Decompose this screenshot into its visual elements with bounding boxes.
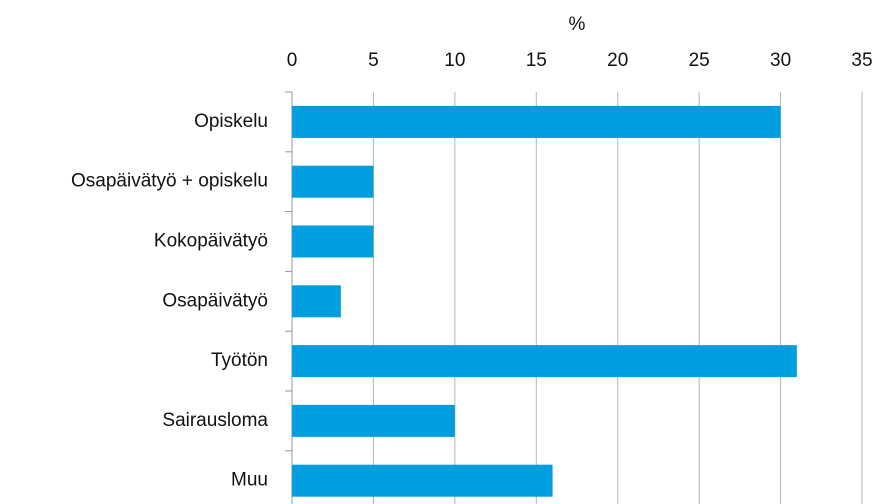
bar [292,165,374,198]
y-tick-label: Osapäivätyö [162,290,268,311]
bar [292,345,797,378]
y-tick-label: Sairausloma [162,410,268,431]
bar [292,225,374,258]
y-tick-label: Työtön [211,350,268,371]
x-tick-label: 30 [770,50,791,71]
axis-label: % [569,14,586,35]
x-tick-label: 20 [607,50,628,71]
x-tick-label: 15 [526,50,547,71]
y-tick-label: Kokopäivätyö [154,231,268,252]
y-tick-label: Osapäivätyö + opiskelu [71,171,268,192]
x-tick-label: 5 [368,50,379,71]
bar [292,464,553,497]
x-tick-label: 35 [851,50,872,71]
x-tick-label: 10 [444,50,465,71]
x-tick-label: 25 [689,50,710,71]
x-tick-label: 0 [287,50,298,71]
bar [292,404,455,437]
y-tick-label: Opiskelu [194,111,268,132]
y-tick-label: Muu [231,470,268,491]
bar [292,105,781,138]
bar [292,285,341,318]
